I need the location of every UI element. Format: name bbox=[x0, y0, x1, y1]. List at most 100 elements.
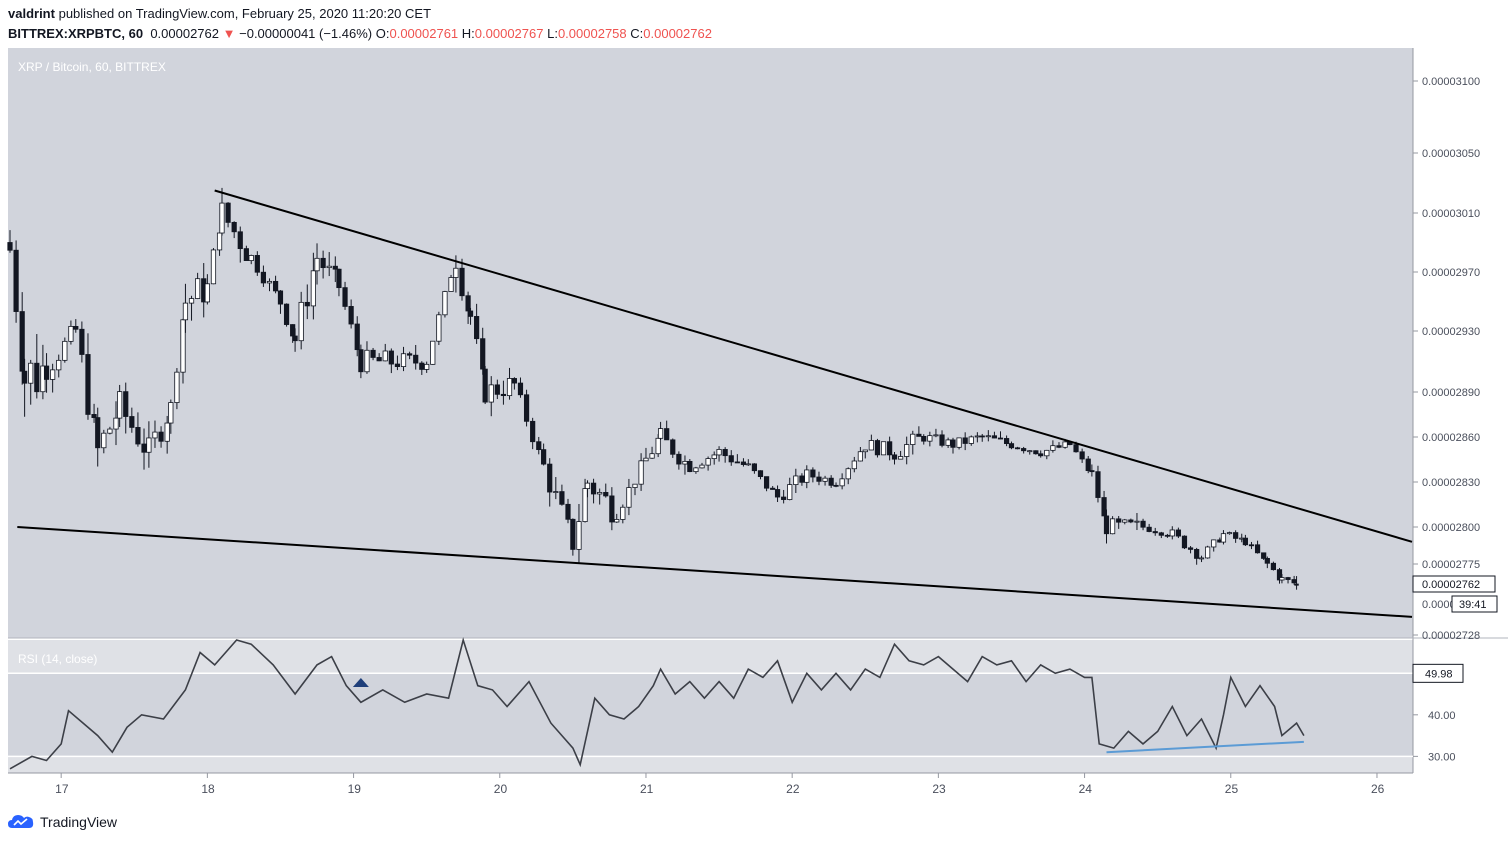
candle bbox=[101, 429, 107, 454]
candle bbox=[195, 272, 201, 300]
candle bbox=[413, 344, 419, 370]
candle bbox=[603, 483, 609, 498]
candle bbox=[1226, 531, 1233, 535]
candle bbox=[687, 459, 693, 473]
candle bbox=[354, 316, 360, 357]
candle bbox=[1205, 545, 1211, 559]
candle bbox=[1056, 442, 1062, 449]
rsi-divergence-line[interactable] bbox=[1106, 740, 1304, 754]
candle bbox=[141, 428, 147, 470]
candle bbox=[517, 377, 524, 398]
close-label: C: bbox=[630, 26, 644, 41]
candle bbox=[424, 361, 430, 373]
candle bbox=[868, 434, 874, 451]
candle bbox=[62, 337, 68, 363]
candle bbox=[225, 202, 231, 228]
published-text: published on TradingView.com, February 2… bbox=[58, 6, 432, 21]
candle bbox=[1033, 450, 1039, 455]
candle bbox=[231, 221, 237, 239]
candle bbox=[506, 367, 513, 400]
candle bbox=[210, 248, 217, 285]
candle bbox=[682, 455, 688, 475]
candle bbox=[13, 240, 19, 323]
trendlines-group[interactable] bbox=[17, 189, 1413, 618]
candle bbox=[570, 518, 576, 556]
candle bbox=[304, 284, 310, 320]
candle bbox=[1261, 552, 1267, 560]
candle bbox=[1158, 531, 1164, 539]
candle bbox=[793, 468, 799, 493]
candle bbox=[73, 319, 79, 333]
price-tick-label: 0.00003100 bbox=[1422, 76, 1480, 88]
candle bbox=[891, 451, 898, 465]
candle bbox=[348, 299, 354, 329]
candle bbox=[158, 426, 164, 448]
candle bbox=[91, 403, 97, 423]
candle bbox=[1008, 441, 1015, 450]
rsi-band bbox=[8, 673, 1413, 757]
candle bbox=[910, 430, 916, 455]
candle bbox=[1279, 574, 1285, 584]
candle bbox=[810, 467, 816, 483]
candle bbox=[400, 346, 407, 372]
time-tick-label: 23 bbox=[932, 782, 946, 796]
candle bbox=[182, 283, 189, 333]
arrow-up-icon[interactable] bbox=[352, 678, 369, 687]
candle bbox=[904, 436, 910, 465]
candle bbox=[530, 417, 536, 450]
time-tick-label: 26 bbox=[1371, 782, 1385, 796]
candle bbox=[488, 376, 494, 417]
candle bbox=[1164, 533, 1171, 538]
candle bbox=[436, 311, 442, 345]
rsi-indicator: 49.98 40.00 30.00 bbox=[8, 637, 1464, 770]
candle bbox=[364, 341, 370, 374]
lower-support-trendline[interactable] bbox=[17, 526, 1413, 618]
candle bbox=[168, 399, 174, 434]
candle bbox=[874, 438, 881, 458]
candle bbox=[1198, 555, 1205, 563]
low-value: 0.00002758 bbox=[557, 26, 627, 41]
covered-axis-label: 0.0000 bbox=[1422, 599, 1456, 611]
candle bbox=[565, 498, 571, 524]
candle bbox=[1254, 540, 1261, 554]
price-tick-label: 0.00002890 bbox=[1422, 387, 1480, 399]
author-name[interactable]: valdrint bbox=[8, 6, 55, 21]
candle bbox=[939, 430, 945, 448]
candle bbox=[204, 274, 210, 305]
candle bbox=[448, 274, 454, 292]
candle bbox=[1146, 523, 1152, 533]
candle bbox=[638, 453, 644, 491]
open-value: 0.00002761 bbox=[389, 26, 459, 41]
candle bbox=[740, 458, 747, 467]
upper-descending-resistance-trendline[interactable] bbox=[214, 189, 1413, 543]
countdown-label: 39:41 bbox=[1459, 599, 1487, 611]
candle bbox=[277, 290, 284, 314]
price-change: −0.00000041 (−1.46%) bbox=[239, 26, 373, 41]
candle bbox=[123, 382, 129, 434]
price-tick-label: 0.00002728 bbox=[1422, 630, 1480, 642]
candle bbox=[174, 368, 180, 410]
tradingview-logo[interactable]: TradingView bbox=[8, 814, 117, 830]
candle-last bbox=[1294, 576, 1299, 590]
rsi-current-value: 49.98 bbox=[1425, 668, 1453, 680]
tradingview-cloud-icon bbox=[8, 815, 34, 828]
candle bbox=[1109, 516, 1116, 535]
candle bbox=[950, 437, 956, 454]
candle bbox=[693, 466, 699, 474]
candle bbox=[945, 437, 951, 448]
time-tick-label: 17 bbox=[55, 782, 69, 796]
candle bbox=[1103, 509, 1110, 544]
candle bbox=[956, 437, 962, 450]
candle bbox=[921, 434, 927, 445]
candle bbox=[962, 432, 968, 451]
candle bbox=[643, 447, 649, 462]
candle bbox=[649, 446, 655, 459]
candle bbox=[845, 467, 851, 485]
candle bbox=[459, 258, 465, 301]
symbol-label[interactable]: BITTREX:XRPBTC, 60 bbox=[8, 26, 144, 41]
candle bbox=[298, 291, 304, 350]
candle bbox=[1233, 530, 1239, 543]
candle bbox=[584, 480, 591, 498]
price-tick-label: 0.00003050 bbox=[1422, 148, 1480, 160]
